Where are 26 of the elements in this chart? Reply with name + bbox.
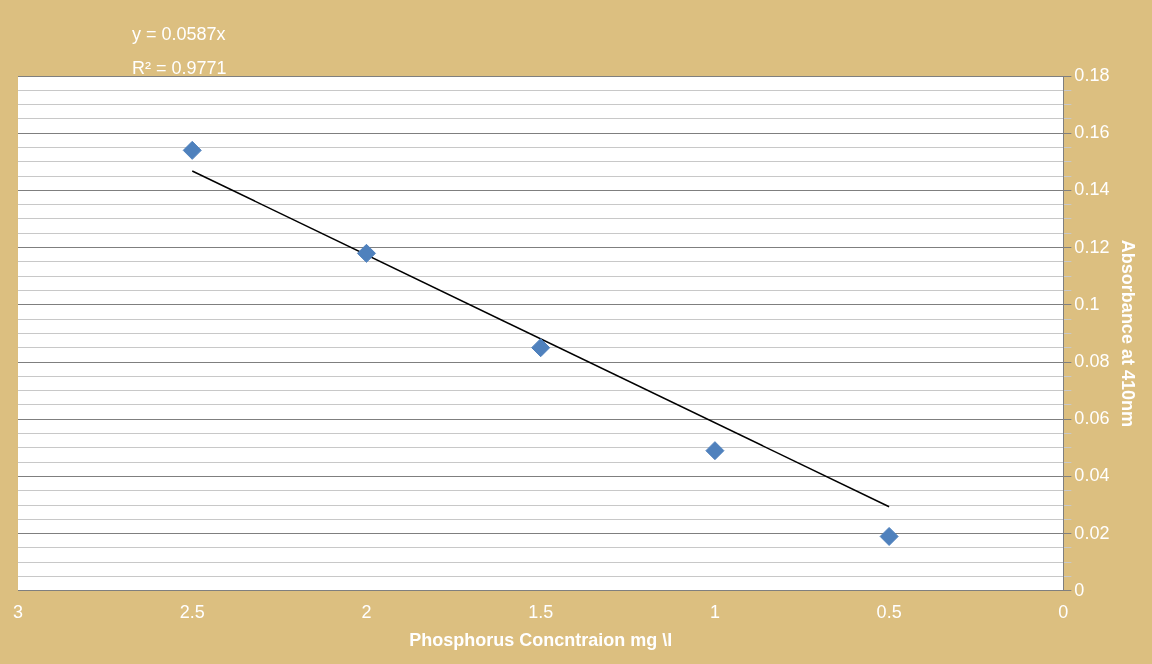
- y-tick-label: 0.06: [1074, 408, 1110, 429]
- point: [705, 441, 725, 461]
- y-tick-label: 0.08: [1074, 350, 1110, 371]
- y-axis-title: Absorbance at 410nm: [1118, 239, 1139, 427]
- point: [531, 338, 551, 358]
- text: y = 0.0587x: [132, 23, 226, 44]
- y-tick-label: 0.1: [1074, 293, 1100, 314]
- x-tick-label: 0.5: [876, 601, 902, 622]
- y-tick-label: 0: [1074, 579, 1085, 600]
- x-tick-label: 3: [12, 601, 24, 622]
- y-tick-label: 0.14: [1074, 179, 1110, 200]
- y-tick-label: 0.12: [1074, 236, 1110, 257]
- point: [182, 140, 202, 160]
- y-tick-label: 0.16: [1074, 122, 1110, 143]
- x-tick-label: 1: [709, 601, 720, 622]
- point: [356, 243, 376, 263]
- x-tick-label: 2.5: [179, 601, 205, 622]
- y-tick-label: 0.02: [1074, 522, 1110, 543]
- y-tick-label: 0.04: [1074, 465, 1110, 486]
- x-tick-label: 1.5: [528, 601, 554, 622]
- point: [879, 526, 899, 546]
- x-axis-title: Phosphorus Concntraion mg \l: [409, 630, 673, 651]
- x-tick-label: 2: [361, 601, 372, 622]
- y-tick-label: 0.18: [1074, 64, 1110, 85]
- annotation: R² = 0.9771: [132, 57, 227, 78]
- x-tick-label: 0: [1058, 601, 1069, 622]
